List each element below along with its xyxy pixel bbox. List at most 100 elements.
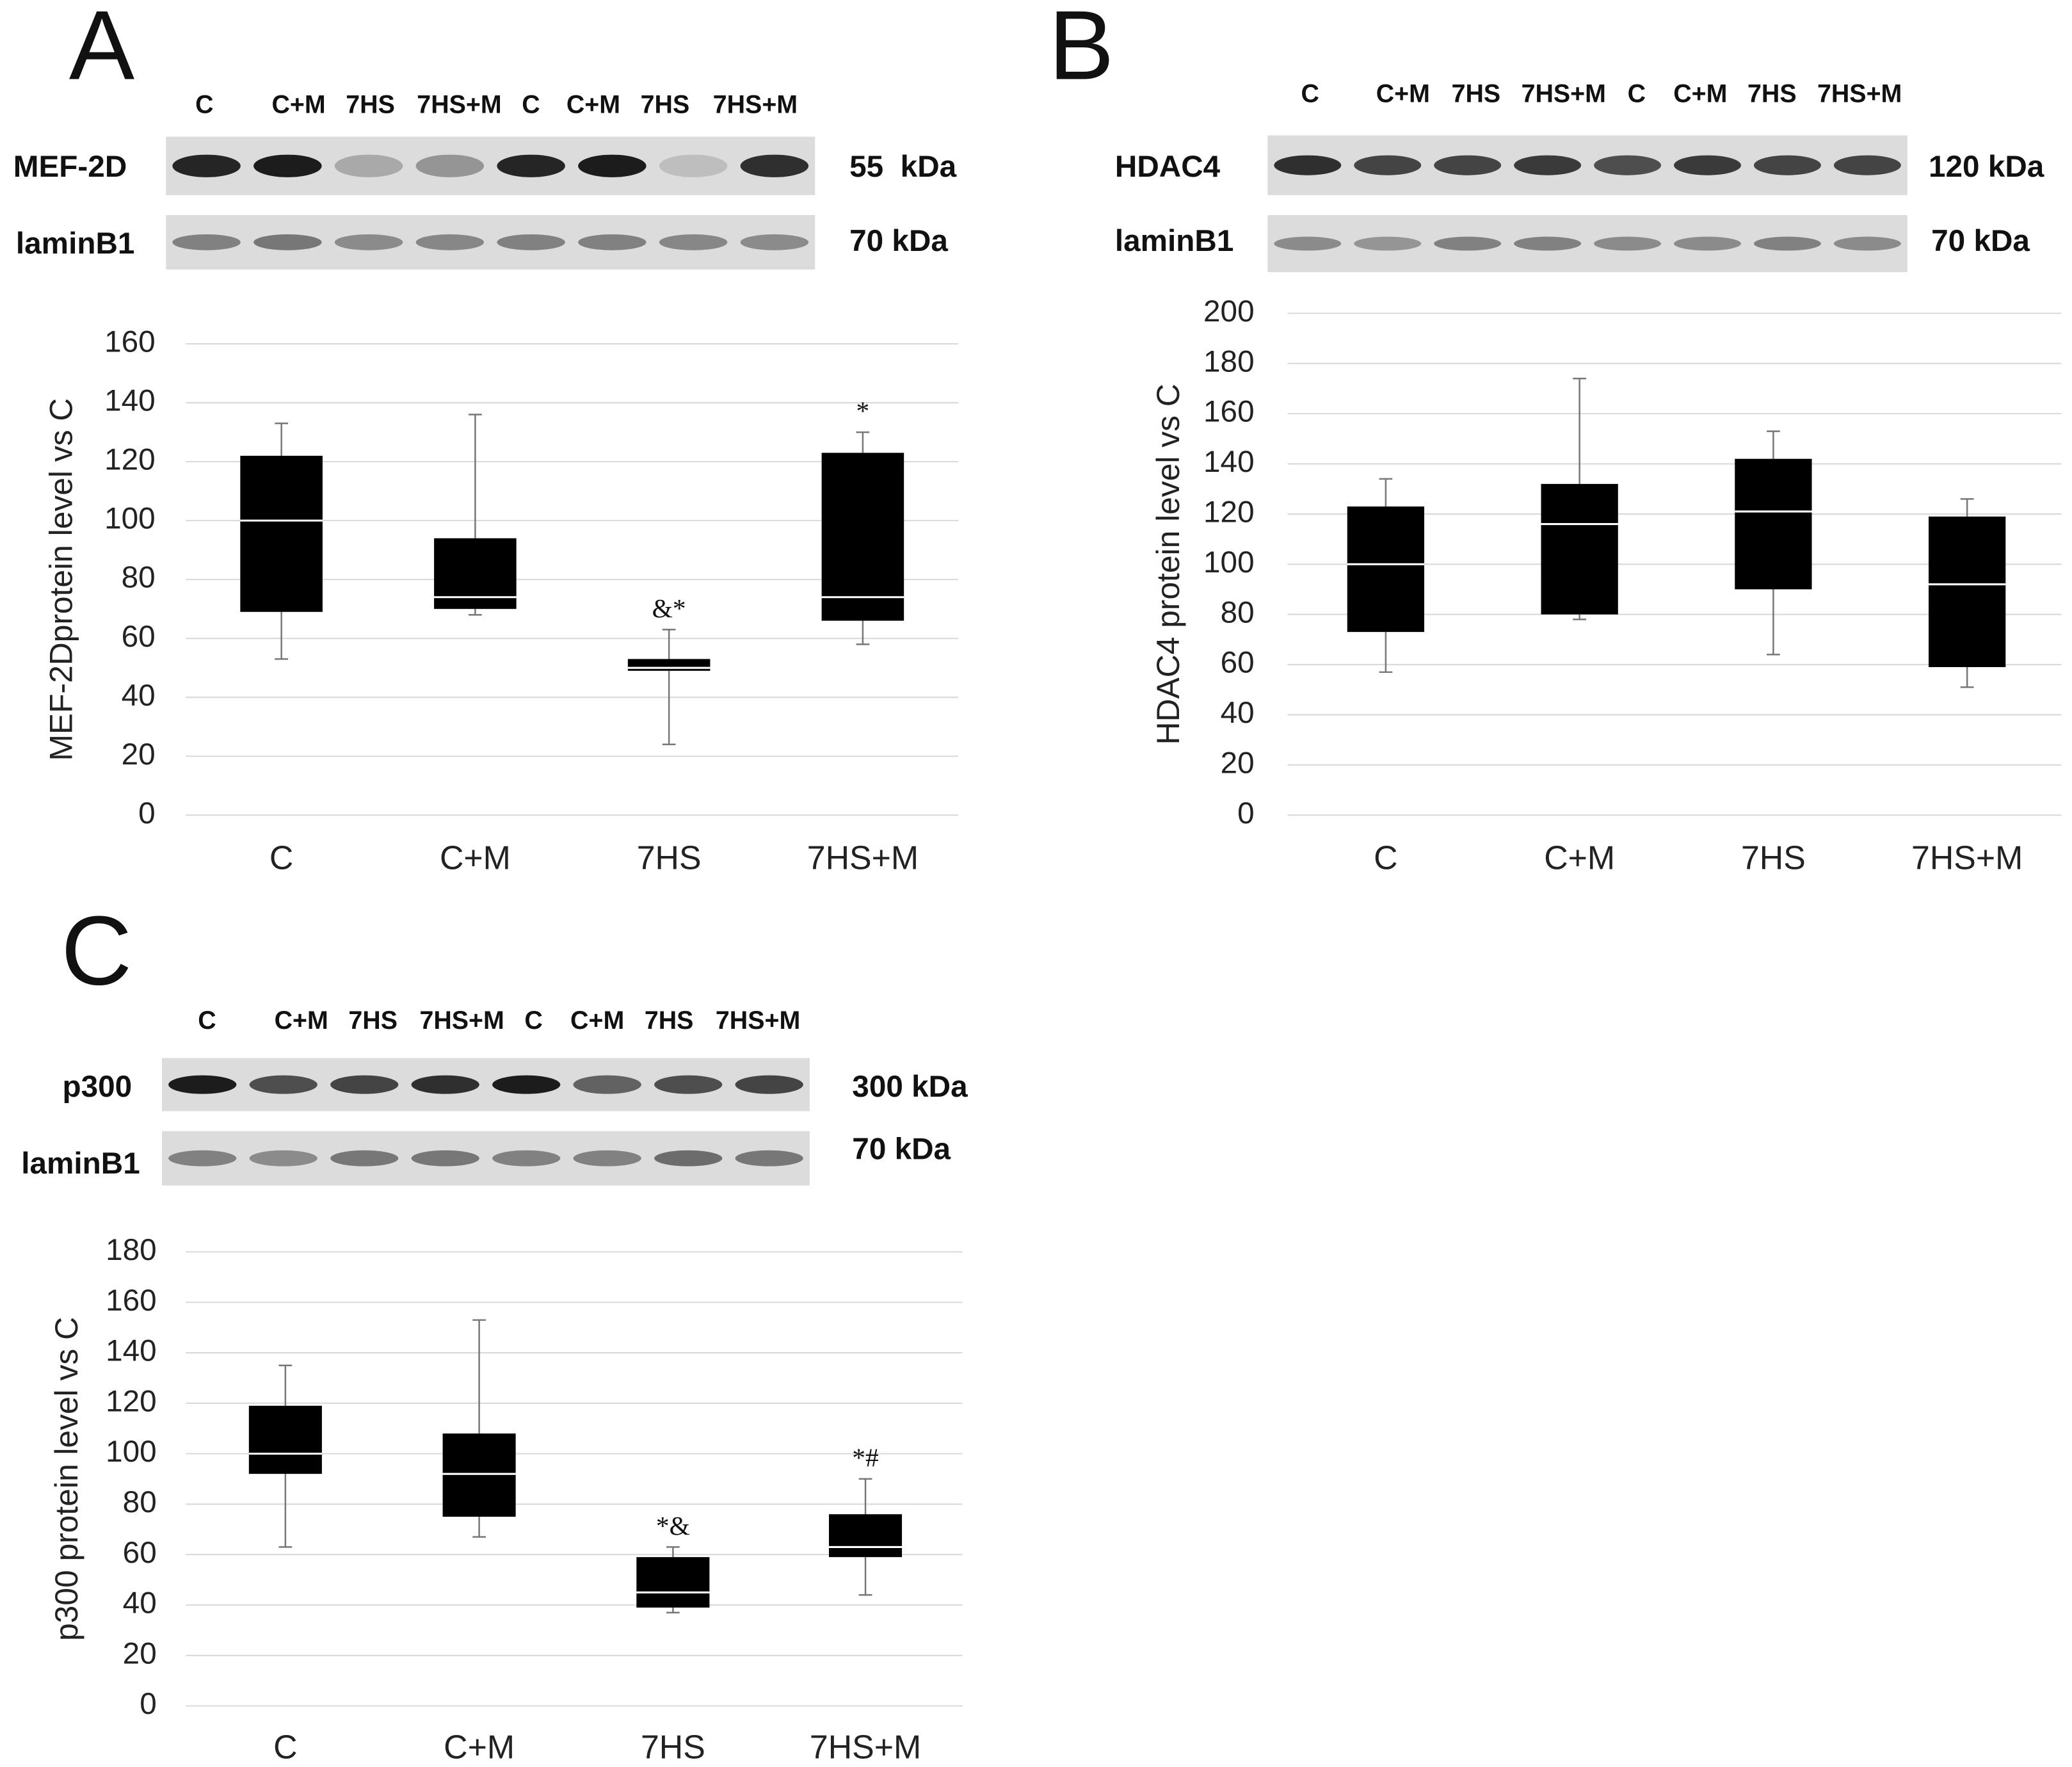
blot-band	[1514, 155, 1582, 175]
y-tick-label: 160	[104, 325, 156, 359]
x-tick-label: 7HS+M	[807, 839, 919, 876]
protein-label: laminB1	[21, 1147, 140, 1181]
blot-band	[253, 234, 322, 250]
blot-band	[1753, 155, 1821, 175]
x-tick-label: C+M	[440, 839, 511, 876]
blot-band	[1354, 155, 1422, 175]
y-tick-label: 140	[106, 1334, 157, 1368]
blot-band	[168, 1075, 237, 1094]
blot-band	[172, 154, 241, 177]
y-tick-label: 180	[1203, 344, 1255, 378]
box	[627, 659, 711, 671]
blot-band	[334, 154, 403, 177]
x-tick-label: 7HS+M	[1911, 839, 2023, 876]
blot-band	[497, 234, 565, 250]
lane-label: C	[524, 1006, 542, 1035]
lane-label: C	[1301, 80, 1319, 108]
blot-band	[1833, 236, 1901, 251]
blot-band	[659, 234, 728, 250]
y-tick-label: 0	[1237, 796, 1255, 830]
y-tick-label: 120	[106, 1384, 157, 1418]
lane-label: 7HS+M	[417, 90, 501, 118]
protein-label: MEF-2D	[13, 150, 127, 184]
y-tick-label: 0	[138, 796, 156, 830]
y-tick-label: 100	[106, 1435, 157, 1469]
lane-label: 7HS+M	[419, 1006, 504, 1035]
blot-band	[411, 1150, 479, 1166]
blot-band	[578, 154, 646, 177]
panel-letter: C	[61, 896, 132, 1006]
blot-strip	[1267, 214, 1907, 273]
lane-label: 7HS+M	[713, 90, 798, 118]
y-axis-title: p300 protein level vs C	[49, 1317, 84, 1641]
x-tick-label: 7HS+M	[810, 1729, 921, 1766]
blot-band	[573, 1150, 641, 1166]
y-tick-label: 160	[106, 1284, 157, 1318]
x-tick-label: 7HS	[1741, 839, 1806, 876]
y-tick-label: 60	[1221, 646, 1255, 680]
blot-band	[330, 1075, 399, 1094]
lane-label: 7HS	[1747, 80, 1797, 108]
significance-mark: *&	[656, 1511, 690, 1540]
protein-size: 300 kDa	[852, 1070, 968, 1104]
lane-label: 7HS	[641, 90, 690, 118]
x-tick-label: C+M	[1544, 839, 1615, 876]
blot-band	[1274, 155, 1342, 175]
x-tick-label: 7HS	[637, 839, 702, 876]
protein-size: 55 kDa	[849, 150, 957, 184]
y-tick-label: 160	[1203, 395, 1255, 429]
y-tick-label: 140	[1203, 445, 1255, 479]
blot-band	[735, 1150, 803, 1166]
y-tick-label: 0	[140, 1687, 157, 1721]
y-tick-label: 20	[123, 1636, 157, 1670]
box	[1541, 483, 1618, 615]
box	[248, 1405, 322, 1474]
panel-letter: B	[1048, 0, 1114, 100]
protein-label: laminB1	[1115, 224, 1234, 258]
y-tick-label: 80	[123, 1485, 157, 1519]
y-tick-label: 20	[122, 738, 156, 771]
lane-label: C	[195, 90, 213, 118]
blot-band	[740, 154, 809, 177]
box	[829, 1514, 903, 1558]
protein-label: p300	[62, 1070, 132, 1104]
blot-band	[659, 154, 728, 177]
lane-label: C+M	[275, 1006, 328, 1035]
y-tick-label: 80	[1221, 595, 1255, 629]
significance-mark: &*	[652, 593, 686, 623]
box	[240, 455, 323, 612]
box	[434, 538, 517, 609]
blot-band	[1434, 155, 1502, 175]
blot-band	[654, 1075, 723, 1094]
y-tick-label: 60	[123, 1536, 157, 1570]
x-tick-label: C+M	[444, 1729, 515, 1766]
lane-label: C+M	[1673, 80, 1727, 108]
box	[1929, 516, 2006, 667]
y-tick-label: 140	[104, 384, 156, 418]
x-tick-label: C	[269, 839, 293, 876]
lane-label: C+M	[271, 90, 325, 118]
y-axis-title: MEF-2Dprotein level vs C	[44, 398, 79, 761]
blot-band	[654, 1150, 723, 1166]
panel-letter: A	[69, 0, 135, 100]
blot-band	[1833, 155, 1901, 175]
blot-band	[411, 1075, 479, 1094]
y-tick-label: 200	[1203, 294, 1255, 328]
blot-band	[1753, 236, 1821, 251]
protein-size: 70 kDa	[852, 1132, 951, 1166]
box	[636, 1557, 710, 1608]
box	[1347, 506, 1425, 633]
lane-label: 7HS+M	[1817, 80, 1902, 108]
y-tick-label: 100	[104, 502, 156, 536]
lane-label: 7HS	[645, 1006, 694, 1035]
blot-band	[253, 154, 322, 177]
box	[1735, 458, 1812, 590]
y-tick-label: 100	[1203, 545, 1255, 579]
blot-band	[1594, 236, 1662, 251]
blot-band	[497, 154, 565, 177]
lane-label: C+M	[570, 1006, 624, 1035]
blot-band	[249, 1075, 317, 1094]
blot-band	[1674, 155, 1741, 175]
lane-label: C+M	[566, 90, 620, 118]
blot-band	[1674, 236, 1741, 251]
